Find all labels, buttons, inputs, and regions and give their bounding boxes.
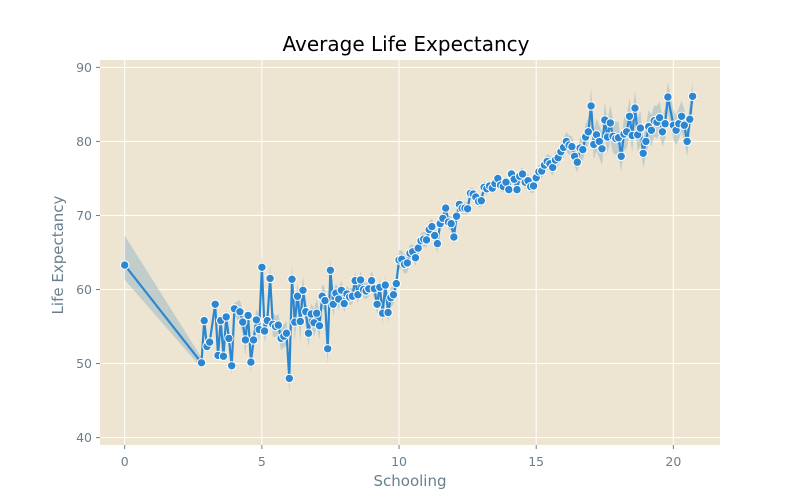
data-point: [383, 307, 393, 318]
data-point: [517, 169, 528, 179]
data-point: [476, 196, 486, 206]
data-point: [238, 317, 248, 327]
data-point: [199, 315, 209, 326]
y-axis-label: Life Expectancy: [49, 195, 67, 314]
data-point: [586, 101, 596, 111]
x-tick-label: 5: [258, 454, 266, 469]
data-point: [512, 184, 522, 195]
data-point: [646, 125, 657, 136]
x-tick-label: 10: [391, 454, 407, 469]
data-point: [441, 203, 451, 213]
x-axis-label: Schooling: [374, 472, 447, 490]
data-point: [446, 218, 456, 229]
data-point: [224, 333, 234, 344]
data-point: [298, 285, 308, 295]
data-point: [284, 373, 294, 384]
data-point: [421, 235, 432, 245]
data-point: [221, 312, 231, 322]
data-point: [616, 151, 626, 162]
data-point: [355, 275, 366, 285]
data-point: [273, 320, 283, 330]
data-point: [281, 328, 292, 338]
data-point: [366, 275, 377, 286]
data-point: [654, 113, 665, 123]
data-point: [657, 127, 668, 137]
y-tick-label: 60: [76, 282, 92, 297]
data-point: [325, 265, 336, 275]
data-point: [410, 253, 421, 263]
data-point: [292, 291, 303, 301]
data-point: [380, 280, 390, 290]
data-point: [388, 290, 399, 300]
data-point: [605, 118, 615, 128]
data-point: [528, 181, 539, 191]
data-point: [638, 148, 648, 159]
data-point: [679, 120, 689, 130]
data-point: [449, 232, 459, 242]
y-tick-label: 40: [76, 430, 92, 445]
data-point: [676, 111, 687, 122]
data-point: [227, 361, 237, 371]
data-point: [248, 335, 259, 345]
data-point: [597, 144, 607, 154]
data-point: [314, 321, 325, 331]
data-point: [240, 335, 251, 345]
x-tick-label: 15: [528, 454, 544, 469]
data-point: [251, 315, 262, 325]
data-point: [572, 157, 582, 167]
data-point: [218, 351, 229, 361]
data-point: [210, 299, 220, 309]
data-point: [635, 123, 646, 133]
data-point: [451, 211, 462, 221]
data-point: [391, 278, 401, 289]
data-point: [462, 204, 473, 214]
data-point: [630, 103, 640, 113]
y-tick-label: 50: [76, 356, 92, 371]
data-point: [583, 127, 593, 137]
data-point: [295, 316, 305, 327]
data-point: [196, 358, 207, 368]
y-tick-label: 70: [76, 208, 92, 223]
data-point: [303, 328, 314, 338]
data-point: [320, 295, 330, 306]
data-point: [243, 310, 253, 321]
data-point: [312, 308, 322, 318]
data-point: [265, 273, 275, 284]
data-point: [372, 299, 382, 309]
data-point: [687, 91, 698, 102]
data-point: [339, 298, 349, 309]
data-point: [567, 141, 577, 152]
data-point: [120, 260, 130, 270]
chart-title: Average Life Expectancy: [283, 32, 530, 56]
data-point: [287, 274, 297, 284]
data-point: [682, 136, 692, 147]
data-point: [257, 262, 267, 272]
y-tick-label: 90: [76, 60, 92, 75]
x-axis-ticks: 0 5 10 15 20: [121, 445, 681, 469]
data-point: [235, 307, 245, 317]
data-point: [205, 337, 215, 347]
data-point: [259, 326, 270, 336]
y-axis-ticks: 40 50 60 70 80 90: [76, 60, 100, 445]
data-points: [120, 91, 698, 384]
y-tick-label: 80: [76, 134, 92, 149]
data-point: [427, 221, 437, 232]
data-point: [323, 344, 333, 354]
data-point: [660, 119, 670, 129]
data-point: [246, 357, 256, 367]
data-point: [641, 136, 651, 147]
data-point: [430, 230, 440, 241]
data-point: [578, 144, 588, 155]
data-point: [402, 258, 412, 268]
x-tick-label: 20: [665, 454, 681, 469]
data-point: [432, 238, 443, 249]
data-point: [624, 111, 635, 122]
x-tick-label: 0: [121, 454, 129, 469]
data-point: [504, 184, 514, 195]
data-point: [663, 92, 673, 102]
data-point: [685, 114, 695, 124]
